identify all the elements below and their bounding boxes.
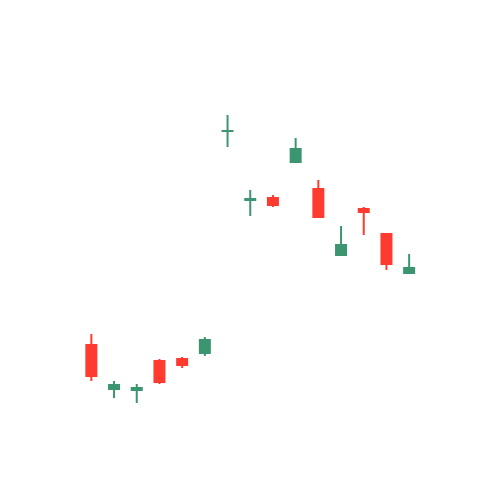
candle-body — [335, 244, 348, 256]
candle-body — [266, 197, 279, 206]
candle-body — [130, 387, 143, 391]
candle-body — [85, 344, 98, 377]
candle-body — [357, 208, 370, 213]
candle-body — [244, 198, 257, 201]
candle-body — [108, 384, 121, 390]
candle-body — [176, 358, 189, 366]
candle-body — [380, 233, 393, 265]
candle-body — [289, 148, 302, 163]
candle-body — [221, 130, 234, 132]
candle-body — [403, 267, 416, 274]
candle-body — [198, 339, 211, 354]
candle-body — [312, 188, 325, 218]
candle-body — [153, 360, 166, 383]
